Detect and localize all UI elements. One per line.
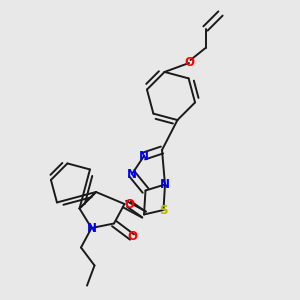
Text: O: O [127,230,137,244]
Text: O: O [184,56,194,70]
Text: N: N [139,149,149,163]
Text: N: N [86,221,97,235]
Text: N: N [127,167,137,181]
Text: S: S [159,203,168,217]
Text: N: N [160,178,170,191]
Text: O: O [124,197,134,211]
